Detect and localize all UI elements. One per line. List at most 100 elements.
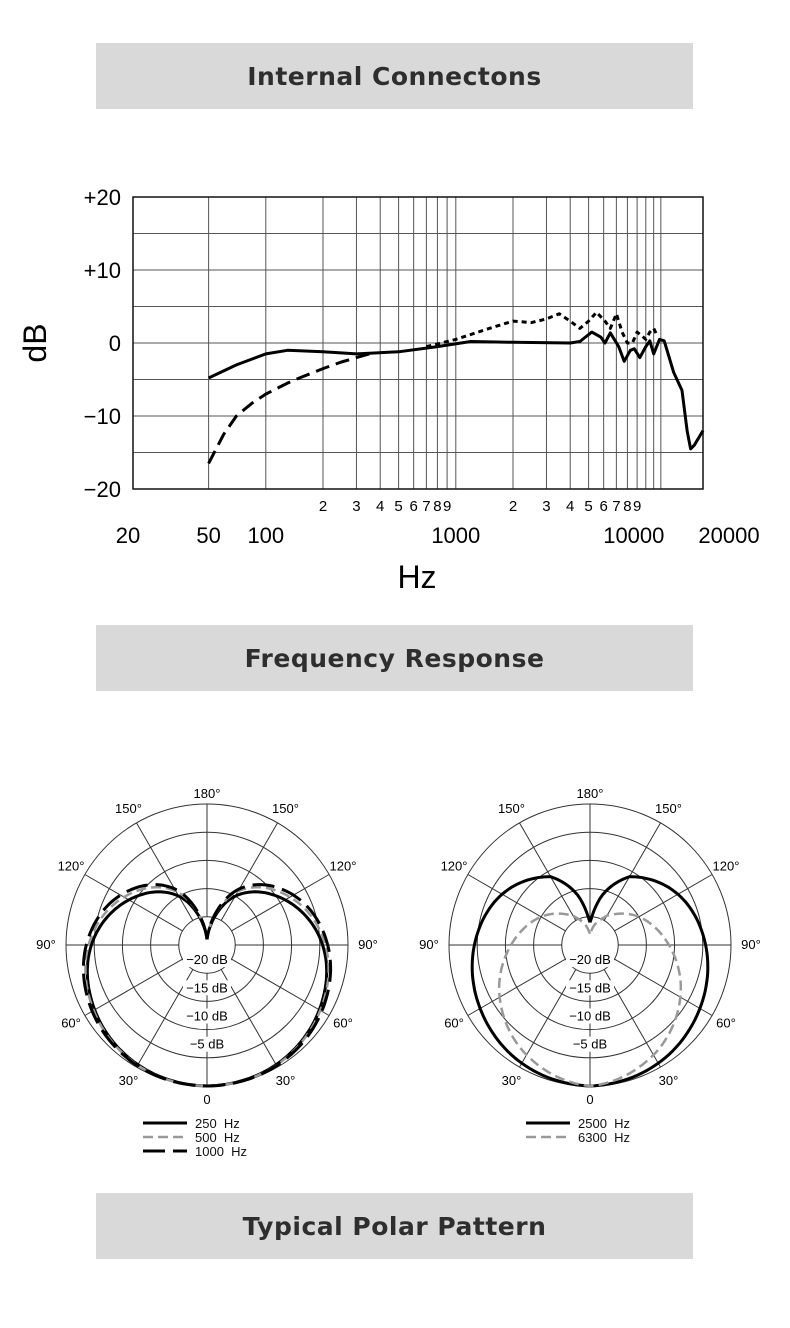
legend-item: 2500 Hz: [526, 1115, 631, 1131]
angle-label: 150°: [655, 801, 682, 816]
legend-item: 1000 Hz: [143, 1143, 248, 1159]
y-tick-label: 0: [109, 331, 121, 356]
polar-series-6300-Hz: [497, 912, 683, 1088]
legend-swatch: [143, 1149, 187, 1153]
polar-ring: [533, 888, 647, 1002]
polar-legend-right: 2500 Hz 6300 Hz: [526, 1115, 631, 1145]
legend-swatch: [143, 1121, 187, 1125]
polar-chart-left: −5 dB −10 dB −15 dB −20 dB 0 30° 30° 60° 60° 90° 9…: [36, 786, 378, 1107]
y-axis-label: dB: [17, 323, 53, 362]
frequency-response-header: Frequency Response: [96, 625, 693, 691]
angle-label: 90°: [358, 937, 378, 952]
legend-swatch: [526, 1135, 570, 1139]
ring-label-bg: [566, 980, 614, 996]
ring-label: −10 dB: [569, 1009, 611, 1024]
x-major-tick-label: 50: [196, 523, 220, 548]
ring-label-bg: [183, 952, 231, 968]
x-major-tick-label: 1000: [431, 523, 480, 548]
angle-label: 60°: [716, 1016, 736, 1031]
angle-label: 120°: [58, 859, 85, 874]
legend-label: 250 Hz: [195, 1115, 240, 1131]
ring-label: −15 dB: [186, 980, 228, 995]
y-tick-label: +10: [84, 258, 121, 283]
x-axis-label: Hz: [397, 559, 436, 595]
x-minor-tick-label: 6: [599, 498, 607, 515]
internal-connections-header: Internal Connectons: [96, 43, 693, 109]
x-minor-tick-label: 3: [352, 498, 360, 515]
x-minor-tick-label: 8: [623, 498, 631, 515]
angle-label: 150°: [115, 801, 142, 816]
polar-ring: [178, 916, 236, 974]
x-minor-tick-label: 9: [443, 498, 451, 515]
legend-label: 1000 Hz: [195, 1143, 248, 1159]
ring-label-bg: [566, 1036, 614, 1052]
angle-label: 180°: [194, 786, 221, 801]
ring-label: −20 dB: [186, 952, 228, 967]
angle-label: 90°: [419, 937, 439, 952]
series-presence-rise: [426, 310, 659, 349]
legend-label: 6300 Hz: [578, 1129, 631, 1145]
polar-ring: [476, 831, 704, 1059]
polar-chart-right: −5 dB −10 dB −15 dB −20 dB 0 30° 30° 60° 60° 90° 9…: [419, 786, 761, 1107]
ring-label-bg: [566, 1008, 614, 1024]
angle-label: 120°: [330, 859, 357, 874]
legend-item: 250 Hz: [143, 1115, 247, 1131]
series-low-cut: [207, 352, 370, 465]
angle-label: 30°: [502, 1073, 522, 1088]
legend-item: 500 Hz: [143, 1129, 247, 1145]
ring-label-bg: [183, 1036, 231, 1052]
angle-label: 60°: [444, 1016, 464, 1031]
x-minor-tick-label: 2: [319, 498, 327, 515]
x-minor-tick-label: 5: [584, 498, 592, 515]
angle-label: 60°: [333, 1016, 353, 1031]
polar-series-500-Hz: [84, 885, 330, 1088]
angle-label: 30°: [276, 1073, 296, 1088]
x-major-tick-label: 10000: [603, 523, 664, 548]
y-tick-label: −10: [84, 404, 121, 429]
plot-frame: [132, 196, 704, 490]
ring-label: −15 dB: [569, 980, 611, 995]
angle-label: 0: [586, 1092, 593, 1107]
x-minor-tick-label: 7: [612, 498, 620, 515]
x-minor-tick-label: 2: [509, 498, 517, 515]
polar-legend-left: 250 Hz 500 Hz 1000 Hz: [143, 1115, 248, 1159]
angle-label: 90°: [36, 937, 56, 952]
angle-label: 60°: [61, 1016, 81, 1031]
x-minor-tick-label: 7: [422, 498, 430, 515]
legend-swatch: [526, 1121, 570, 1125]
angle-label: 180°: [577, 786, 604, 801]
polar-ring: [121, 859, 293, 1031]
polar-ring: [150, 888, 264, 1002]
angle-label: 150°: [498, 801, 525, 816]
frequency-response-chart: +20+100−10−202 3 4 5 6 7 8 9 2 3 4 5 6 7 8 920 50 100 1000…: [17, 185, 760, 595]
legend-label: 500 Hz: [195, 1129, 240, 1145]
legend-label: 2500 Hz: [578, 1115, 631, 1131]
legend-swatch: [143, 1135, 187, 1139]
ring-label: −20 dB: [569, 952, 611, 967]
y-tick-label: −20: [84, 477, 121, 502]
y-tick-label: +20: [84, 185, 121, 210]
x-minor-tick-label: 4: [376, 498, 384, 515]
x-minor-tick-label: 4: [566, 498, 574, 515]
angle-label: 120°: [441, 859, 468, 874]
x-minor-tick-label: 3: [542, 498, 550, 515]
polar-ring: [93, 831, 321, 1059]
angle-label: 90°: [741, 937, 761, 952]
legend-item: 6300 Hz: [526, 1129, 631, 1145]
angle-label: 120°: [713, 859, 740, 874]
angle-label: 30°: [119, 1073, 139, 1088]
polar-ring: [561, 916, 619, 974]
angle-label: 30°: [659, 1073, 679, 1088]
polar-ring: [504, 859, 676, 1031]
x-minor-tick-label: 6: [409, 498, 417, 515]
x-major-tick-label: 20: [116, 523, 140, 548]
ring-label: −5 dB: [573, 1037, 607, 1052]
ring-label-bg: [183, 980, 231, 996]
x-minor-tick-label: 9: [633, 498, 641, 515]
angle-label: 0: [203, 1092, 210, 1107]
x-minor-tick-label: 8: [433, 498, 441, 515]
series-flat-response: [207, 330, 705, 451]
ring-label-bg: [183, 1008, 231, 1024]
polar-series-1000-Hz: [81, 883, 333, 1088]
polar-pattern-header: Typical Polar Pattern: [96, 1193, 693, 1259]
